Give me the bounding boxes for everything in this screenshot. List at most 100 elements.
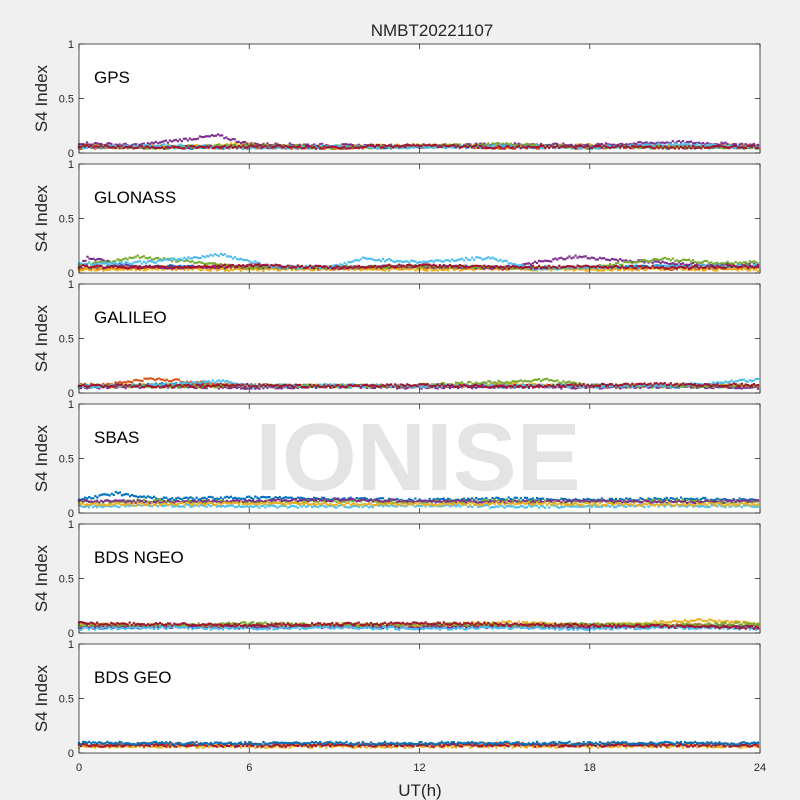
- data-point: [398, 145, 401, 148]
- data-point: [708, 143, 711, 146]
- data-point: [159, 265, 162, 268]
- data-point: [136, 267, 139, 270]
- data-point: [223, 146, 226, 149]
- data-point: [639, 266, 642, 269]
- data-point: [584, 269, 587, 272]
- data-point: [162, 140, 165, 143]
- data-point: [254, 267, 257, 270]
- data-point: [584, 264, 587, 267]
- data-point: [471, 266, 474, 269]
- data-point: [726, 260, 729, 263]
- data-point: [606, 143, 610, 146]
- data-point: [138, 269, 141, 272]
- data-point: [728, 264, 731, 267]
- data-point: [647, 145, 650, 148]
- data-point: [548, 267, 551, 270]
- data-point: [122, 258, 125, 261]
- data-point: [258, 265, 261, 268]
- data-point: [623, 265, 626, 268]
- data-point: [422, 265, 425, 268]
- data-point: [229, 264, 233, 267]
- data-point: [667, 258, 670, 261]
- data-point: [434, 145, 437, 149]
- data-point: [663, 264, 666, 267]
- data-point: [205, 262, 208, 265]
- data-point: [604, 268, 608, 271]
- data-point: [542, 147, 545, 150]
- data-point: [406, 146, 409, 149]
- data-point: [229, 139, 232, 142]
- data-point: [272, 147, 275, 150]
- data-point: [207, 269, 210, 272]
- data-point: [242, 147, 245, 150]
- data-point: [487, 256, 490, 259]
- data-point: [558, 146, 561, 149]
- data-point: [396, 143, 399, 146]
- data-point: [333, 267, 336, 270]
- data-point: [221, 253, 224, 256]
- data-point: [136, 143, 139, 146]
- data-point: [491, 147, 494, 150]
- data-point: [596, 142, 599, 145]
- data-point: [491, 144, 494, 147]
- data-point: [450, 146, 453, 149]
- data-point: [134, 255, 137, 258]
- data-point: [637, 259, 640, 262]
- data-point: [331, 264, 334, 267]
- data-point: [79, 143, 83, 146]
- data-point: [304, 145, 308, 148]
- data-point: [744, 144, 747, 148]
- data-point: [750, 145, 753, 148]
- data-point: [191, 257, 194, 260]
- data-point: [531, 146, 535, 149]
- data-point: [98, 147, 101, 150]
- data-point: [349, 147, 352, 150]
- data-point: [475, 256, 478, 259]
- data-point: [558, 144, 561, 147]
- data-point: [294, 267, 297, 270]
- data-point: [114, 147, 117, 150]
- data-point: [740, 268, 743, 271]
- data-point: [201, 261, 204, 264]
- data-point: [469, 258, 472, 262]
- data-point: [274, 263, 277, 266]
- data-point: [538, 267, 541, 270]
- data-point: [306, 143, 310, 146]
- data-point: [406, 264, 409, 267]
- data-point: [126, 145, 129, 149]
- data-point: [187, 144, 190, 147]
- data-point: [128, 256, 131, 259]
- data-point: [114, 143, 117, 146]
- data-point: [128, 264, 131, 267]
- data-point: [580, 265, 583, 269]
- data-point: [211, 254, 214, 257]
- data-point: [207, 266, 210, 269]
- data-point: [375, 146, 378, 149]
- data-point: [637, 260, 640, 264]
- data-point: [126, 261, 129, 264]
- data-point: [523, 268, 526, 271]
- data-point: [309, 268, 312, 271]
- data-point: [142, 269, 145, 272]
- data-point: [606, 264, 610, 267]
- data-point: [262, 269, 265, 272]
- data-point: [169, 267, 172, 270]
- data-point: [410, 266, 413, 269]
- data-point: [531, 143, 535, 147]
- data-point: [645, 141, 648, 144]
- data-point: [359, 146, 362, 149]
- data-point: [736, 264, 739, 267]
- data-point: [100, 144, 103, 147]
- data-point: [400, 147, 403, 150]
- data-point: [738, 267, 741, 271]
- data-point: [546, 266, 549, 270]
- data-point: [106, 268, 109, 271]
- data-point: [231, 138, 234, 141]
- data-point: [625, 143, 628, 146]
- data-point: [154, 257, 158, 260]
- data-point: [102, 146, 105, 149]
- data-point: [175, 265, 178, 269]
- data-point: [527, 143, 530, 146]
